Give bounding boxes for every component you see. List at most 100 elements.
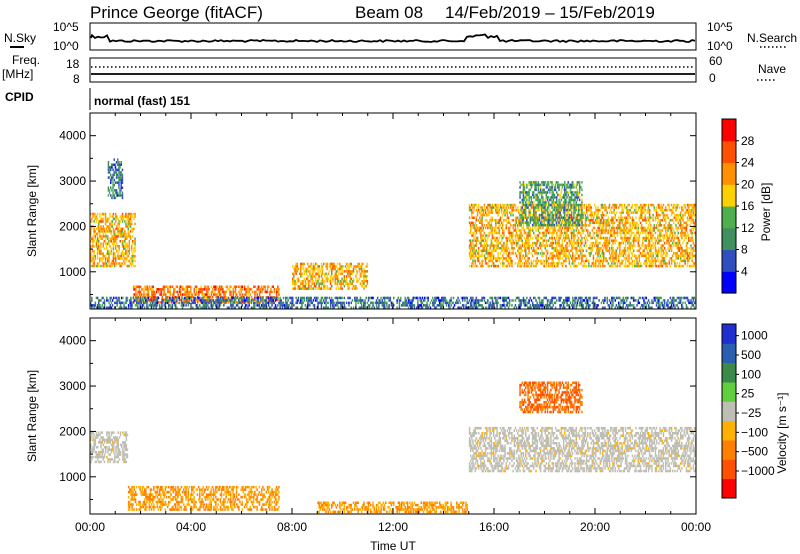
range-gate-cell <box>584 216 587 219</box>
range-gate-cell <box>525 196 527 199</box>
range-gate-cell <box>519 244 521 247</box>
range-gate-cell <box>612 211 614 214</box>
range-gate-cell <box>319 287 321 290</box>
range-gate-cell <box>143 293 145 296</box>
range-gate-cell <box>533 208 535 212</box>
range-gate-cell <box>345 270 348 273</box>
range-gate-cell <box>525 249 527 252</box>
range-gate-cell <box>693 221 696 225</box>
range-gate-cell <box>654 231 657 235</box>
range-gate-cell <box>674 213 676 217</box>
range-gate-cell <box>189 290 191 294</box>
range-gate-cell <box>591 211 594 214</box>
range-gate-cell <box>636 229 638 232</box>
range-gate-cell <box>113 196 115 200</box>
range-gate-cell <box>108 254 110 258</box>
range-gate-cell <box>522 254 525 258</box>
range-gate-cell <box>530 247 533 250</box>
range-gate-cell <box>619 224 621 227</box>
range-gate-cell <box>544 244 546 247</box>
range-gate-cell <box>650 224 652 227</box>
range-gate-cell <box>148 288 151 291</box>
range-gate-cell <box>549 198 551 202</box>
range-gate-cell <box>523 249 526 252</box>
range-gate-cell <box>110 181 112 184</box>
range-gate-cell <box>332 280 334 283</box>
range-gate-cell <box>112 176 114 179</box>
range-gate-cell <box>277 285 279 288</box>
range-gate-cell <box>480 219 482 222</box>
range-gate-cell <box>275 298 278 301</box>
range-gate-cell <box>558 241 560 245</box>
range-gate-cell <box>245 288 247 291</box>
range-gate-cell <box>564 218 566 222</box>
range-gate-cell <box>653 236 655 240</box>
range-gate-cell <box>545 229 548 232</box>
range-gate-cell <box>239 288 241 291</box>
range-gate-cell <box>638 219 641 222</box>
range-gate-cell <box>591 236 594 240</box>
range-gate-cell <box>214 285 216 288</box>
range-gate-cell <box>294 267 296 271</box>
range-gate-cell <box>609 231 612 235</box>
range-gate-cell <box>530 198 533 202</box>
range-gate-cell <box>566 247 568 250</box>
range-gate-cell <box>311 267 313 271</box>
range-gate-cell <box>597 219 599 222</box>
range-gate-cell <box>127 212 129 216</box>
range-gate-cell <box>608 252 611 255</box>
range-gate-cell <box>179 298 182 301</box>
range-gate-cell <box>120 254 123 258</box>
range-gate-cell <box>535 181 537 184</box>
range-gate-cell <box>528 191 530 194</box>
range-gate-cell <box>665 254 667 258</box>
range-gate-cell <box>605 247 607 250</box>
range-gate-cell <box>577 206 580 209</box>
range-gate-cell <box>645 239 647 242</box>
range-gate-cell <box>670 213 673 217</box>
range-gate-cell <box>320 280 323 283</box>
range-gate-cell <box>569 188 572 192</box>
range-gate-cell <box>125 220 127 223</box>
range-gate-cell <box>256 288 258 291</box>
range-gate-cell <box>673 203 675 207</box>
range-gate-cell <box>143 306 146 309</box>
range-gate-cell <box>565 264 567 268</box>
range-gate-cell <box>585 244 588 247</box>
range-gate-cell <box>160 301 162 304</box>
range-gate-cell <box>309 265 311 268</box>
range-gate-cell <box>537 259 540 263</box>
range-gate-cell <box>583 211 585 214</box>
range-gate-cell <box>277 298 279 301</box>
range-gate-cell <box>624 224 627 227</box>
range-gate-cell <box>569 241 572 245</box>
range-gate-cell <box>112 217 115 221</box>
range-gate-cell <box>551 244 553 247</box>
range-gate-cell <box>480 244 482 247</box>
range-gate-cell <box>340 287 342 290</box>
range-gate-cell <box>91 237 93 240</box>
range-gate-cell <box>621 236 623 240</box>
range-gate-cell <box>112 245 115 248</box>
range-gate-cell <box>627 203 629 207</box>
range-gate-cell <box>648 211 651 214</box>
range-gate-cell <box>98 245 100 248</box>
range-gate-cell <box>535 188 537 192</box>
range-gate-cell <box>679 257 682 260</box>
range-gate-cell <box>148 295 151 299</box>
range-gate-cell <box>108 306 110 309</box>
range-gate-cell <box>121 235 124 238</box>
range-gate-cell <box>654 247 657 250</box>
range-gate-cell <box>692 208 695 212</box>
range-gate-cell <box>679 219 682 222</box>
range-gate-cell <box>528 244 530 247</box>
range-gate-cell <box>537 183 540 187</box>
range-gate-cell <box>527 223 529 227</box>
range-gate-cell <box>676 234 678 237</box>
range-gate-cell <box>627 213 629 217</box>
range-gate-cell <box>120 178 122 182</box>
range-gate-cell <box>623 224 626 227</box>
range-gate-cell <box>574 241 576 245</box>
range-gate-cell <box>669 224 672 227</box>
range-gate-cell <box>542 188 544 192</box>
